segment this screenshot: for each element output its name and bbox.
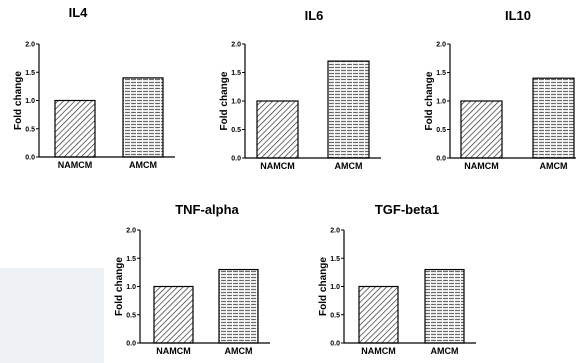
bar-namcm — [460, 100, 503, 159]
bar-namcm — [256, 100, 299, 159]
y-axis-label: Fold change — [13, 71, 24, 130]
y-axis-label: Fold change — [114, 257, 125, 316]
x-tick-label: NAMCM — [464, 161, 499, 171]
bar-amcm — [122, 77, 164, 158]
y-tick-label: 1.5 — [126, 256, 136, 263]
y-tick-label: 1.0 — [25, 98, 35, 105]
bar-amcm — [327, 60, 370, 159]
x-tick-label: NAMCM — [58, 160, 93, 170]
bar-amcm — [218, 268, 259, 344]
y-tick-label: 2.0 — [330, 228, 340, 235]
chart-2: IL10 Fold change NAMCM AMCM 0.0 0.5 1.0 1.5 2.0 — [424, 8, 576, 171]
x-tick-label: AMCM — [129, 160, 157, 170]
bar-amcm — [532, 77, 575, 159]
y-tick-label: 2.0 — [231, 42, 241, 49]
y-tick-label: 0.0 — [330, 341, 340, 348]
x-tick-label: AMCM — [225, 346, 253, 356]
chart-title: TGF-beta1 — [375, 202, 439, 217]
y-tick-label: 0.5 — [25, 126, 35, 133]
chart-title: IL6 — [305, 8, 324, 23]
y-tick-label: 1.5 — [231, 70, 241, 77]
y-tick-label: 0.5 — [126, 312, 136, 319]
chart-1: IL6 Fold change NAMCM AMCM 0.0 0.5 1.0 1.5 2.0 — [219, 8, 381, 171]
y-tick-label: 1.5 — [25, 70, 35, 77]
chart-4: TGF-beta1 Fold change NAMCM AMCM 0.0 0.5 1.0 1.… — [318, 202, 476, 356]
x-tick-label: NAMCM — [361, 346, 396, 356]
y-tick-label: 1.5 — [330, 256, 340, 263]
y-tick-label: 1.0 — [126, 284, 136, 291]
x-tick-label: AMCM — [431, 346, 459, 356]
chart-title: IL10 — [505, 8, 531, 23]
y-tick-label: 0.0 — [231, 156, 241, 163]
x-tick-label: AMCM — [540, 161, 568, 171]
bar-namcm — [153, 285, 194, 344]
x-tick-label: NAMCM — [156, 346, 191, 356]
y-tick-label: 1.0 — [231, 99, 241, 106]
chart-0: IL4 Fold change NAMCM AMCM 0.0 0.5 1.0 1.5 2.0 — [13, 5, 175, 170]
y-tick-label: 0.0 — [126, 341, 136, 348]
chart-title: TNF-alpha — [175, 202, 239, 217]
y-tick-label: 0.0 — [436, 156, 446, 163]
bar-amcm — [424, 268, 465, 344]
x-tick-label: AMCM — [335, 161, 363, 171]
y-axis-label: Fold change — [219, 71, 230, 130]
y-tick-label: 1.0 — [436, 99, 446, 106]
chart-title: IL4 — [69, 5, 89, 20]
y-tick-label: 0.0 — [25, 155, 35, 162]
y-tick-label: 0.5 — [231, 127, 241, 134]
y-tick-label: 2.0 — [25, 42, 35, 49]
chart-3: TNF-alpha Fold change NAMCM AMCM 0.0 0.5 1.0 1.… — [114, 202, 270, 356]
y-tick-label: 0.5 — [330, 312, 340, 319]
y-tick-label: 2.0 — [436, 42, 446, 49]
y-tick-label: 1.5 — [436, 70, 446, 77]
y-axis-label: Fold change — [318, 257, 329, 316]
y-tick-label: 0.5 — [436, 127, 446, 134]
y-tick-label: 2.0 — [126, 228, 136, 235]
y-tick-label: 1.0 — [330, 284, 340, 291]
x-tick-label: NAMCM — [260, 161, 295, 171]
bar-namcm — [54, 99, 96, 158]
gray-panel — [0, 268, 104, 363]
y-axis-label: Fold change — [424, 71, 435, 130]
bar-namcm — [358, 285, 399, 344]
